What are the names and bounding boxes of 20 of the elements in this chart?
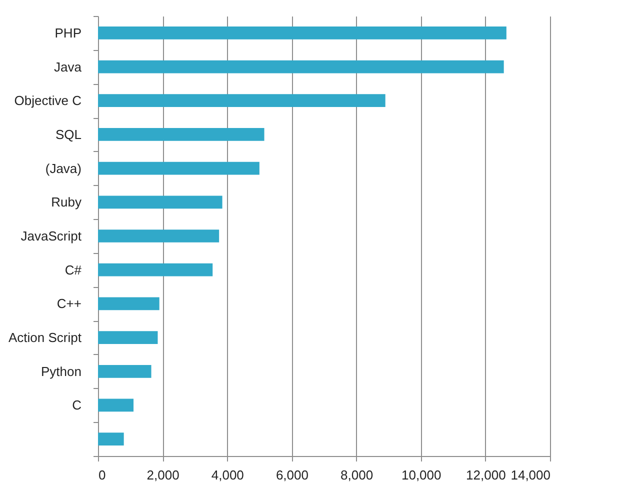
x-tick-label: 0 [98, 468, 106, 482]
x-tick-label: 8,000 [340, 468, 374, 482]
y-tick-label: Python [41, 364, 82, 379]
x-tick-label: 14,000 [510, 468, 550, 482]
y-tick-label: Ruby [51, 194, 82, 210]
x-tick-label: 10,000 [401, 468, 442, 482]
x-tick-label: 6,000 [276, 468, 308, 482]
x-tick-label: 4,000 [211, 468, 244, 482]
y-tick-label: Objective C [14, 93, 82, 108]
y-tick-label: C# [64, 262, 82, 278]
x-tick-label: 12,000 [466, 468, 506, 482]
y-tick-label: C++ [56, 296, 82, 312]
y-tick-label: SQL [55, 126, 82, 142]
y-tick-label: Java [54, 59, 82, 74]
x-tick-label: 2,000 [146, 468, 180, 482]
y-tick-label: Action Script [8, 330, 82, 346]
y-tick-label: JavaScript [20, 228, 82, 244]
y-tick-label: PHP [54, 25, 82, 40]
y-tick-label: (Java) [45, 160, 82, 176]
y-tick-label: C [72, 398, 82, 413]
